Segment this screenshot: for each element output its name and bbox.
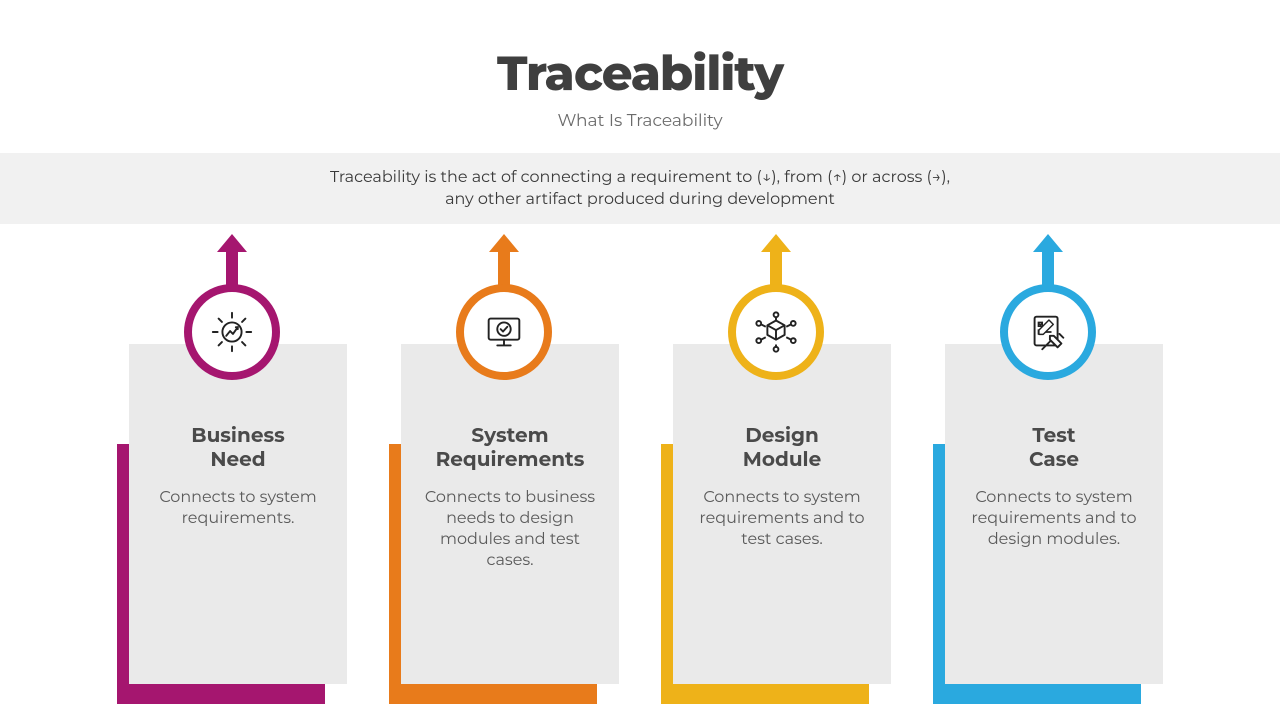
- monitor-verify-icon: [456, 284, 552, 380]
- checklist-code-icon: [1000, 284, 1096, 380]
- card-body: Design Module Connects to system requirem…: [673, 344, 891, 684]
- up-arrow-icon: [761, 234, 791, 286]
- card-1: System Requirements Connects to business …: [389, 234, 619, 704]
- card-description: Connects to business needs to design mod…: [417, 488, 603, 571]
- card-2: Design Module Connects to system requirem…: [661, 234, 891, 704]
- card-title: Business Need: [145, 424, 331, 472]
- up-arrow-icon: [217, 234, 247, 286]
- up-arrow-icon: [489, 234, 519, 286]
- cube-network-icon: [728, 284, 824, 380]
- card-body: Test Case Connects to system requirements…: [945, 344, 1163, 684]
- gear-chart-icon: [184, 284, 280, 380]
- definition-text: Traceability is the act of connecting a …: [320, 167, 960, 210]
- page-title: Traceability: [0, 45, 1280, 103]
- card-title: Test Case: [961, 424, 1147, 472]
- card-title: Design Module: [689, 424, 875, 472]
- header: Traceability What Is Traceability: [0, 0, 1280, 131]
- definition-banner: Traceability is the act of connecting a …: [0, 153, 1280, 224]
- cards-row: Business Need Connects to system requirem…: [0, 234, 1280, 704]
- card-description: Connects to system requirements.: [145, 488, 331, 530]
- card-0: Business Need Connects to system requirem…: [117, 234, 347, 704]
- card-body: System Requirements Connects to business …: [401, 344, 619, 684]
- card-body: Business Need Connects to system requirem…: [129, 344, 347, 684]
- card-description: Connects to system requirements and to d…: [961, 488, 1147, 550]
- card-3: Test Case Connects to system requirements…: [933, 234, 1163, 704]
- card-title: System Requirements: [417, 424, 603, 472]
- page-subtitle: What Is Traceability: [0, 111, 1280, 131]
- up-arrow-icon: [1033, 234, 1063, 286]
- card-description: Connects to system requirements and to t…: [689, 488, 875, 550]
